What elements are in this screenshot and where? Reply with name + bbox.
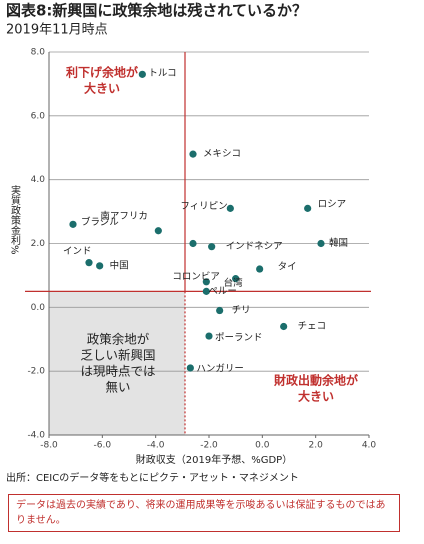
x-tick-label: -8.0 (40, 441, 58, 451)
y-tick-label: 6.0 (31, 111, 46, 121)
point-label: ペルー (208, 286, 237, 297)
point-label: インド (63, 246, 92, 257)
point-label: チェコ (298, 321, 327, 332)
annotation: 無い (105, 380, 130, 395)
annotation: 政策余地が (87, 332, 150, 347)
point (69, 220, 77, 228)
point (189, 239, 197, 248)
point (189, 150, 197, 158)
point-label: チリ (232, 305, 251, 316)
x-tick-label: -2.0 (200, 441, 218, 451)
annotation: 財政出動余地が (273, 373, 358, 388)
point (96, 262, 104, 270)
annotation: 乏しい新興国 (80, 348, 155, 363)
x-tick-label: -6.0 (94, 441, 112, 451)
point-label: ロシア (318, 199, 347, 210)
point (256, 265, 264, 273)
x-tick-label: 2.0 (309, 441, 324, 451)
point (208, 243, 216, 251)
point (304, 204, 312, 212)
point-label: 南アフリカ (100, 210, 148, 222)
point-label: タイ (278, 262, 297, 273)
point-label: トルコ (148, 68, 176, 79)
point-label: インドネシア (226, 241, 283, 252)
y-tick-label: 4.0 (31, 175, 46, 185)
point (232, 275, 240, 283)
y-tick-label: 8.0 (31, 48, 46, 58)
annotation: 利下げ余地が (66, 65, 138, 80)
chart-subtitle: 2019年11月時点 (6, 23, 108, 38)
y-tick-label: 0.0 (31, 303, 46, 313)
annotation: 大きい (84, 81, 120, 96)
point (85, 259, 93, 267)
point (202, 278, 210, 286)
y-axis-label: 実質政策金利% (9, 184, 21, 255)
annotation: 大きい (298, 389, 334, 404)
x-tick-label: -4.0 (147, 441, 165, 451)
point-label: 台湾 (224, 277, 244, 289)
point-label: メキシコ (203, 149, 241, 160)
x-tick-label: 0.0 (255, 441, 270, 451)
chart: 図表8:新興国に政策余地は残されているか？ 2019年11月時点 財政収支（20… (6, 2, 377, 485)
y-tick-label: 2.0 (31, 239, 46, 249)
point (216, 306, 224, 315)
point (138, 70, 146, 78)
point-label: ブラジル (81, 216, 119, 228)
point-label: フィリピン (180, 201, 227, 212)
point-label: 韓国 (329, 238, 348, 249)
source: 出所：CEICのデータ等をもとにピクテ・アセット・マネジメント (6, 471, 299, 484)
point (186, 364, 194, 372)
point (226, 204, 234, 212)
point (317, 239, 325, 248)
point (154, 227, 162, 235)
point-label: コロンビア (172, 271, 220, 282)
point (202, 287, 210, 295)
annotation: は現時点では (80, 364, 155, 379)
x-axis-label: 財政収支（2019年予想、%GDP） (136, 453, 292, 466)
point-label: 中国 (110, 259, 129, 271)
x-tick-label: 4.0 (362, 441, 377, 451)
disclaimer: データは過去の実績であり、将来の運用成果等を示唆あるいは保証するものではありませ… (8, 494, 400, 532)
point (205, 332, 213, 340)
chart-title: 図表8:新興国に政策余地は残されているか？ (6, 2, 307, 20)
point-label: ハンガリー (196, 363, 244, 374)
y-tick-label: -4.0 (27, 431, 45, 441)
y-tick-label: -2.0 (27, 367, 45, 377)
shaded-region (49, 291, 185, 435)
point (280, 322, 288, 331)
point-label: ポーランド (215, 333, 263, 344)
